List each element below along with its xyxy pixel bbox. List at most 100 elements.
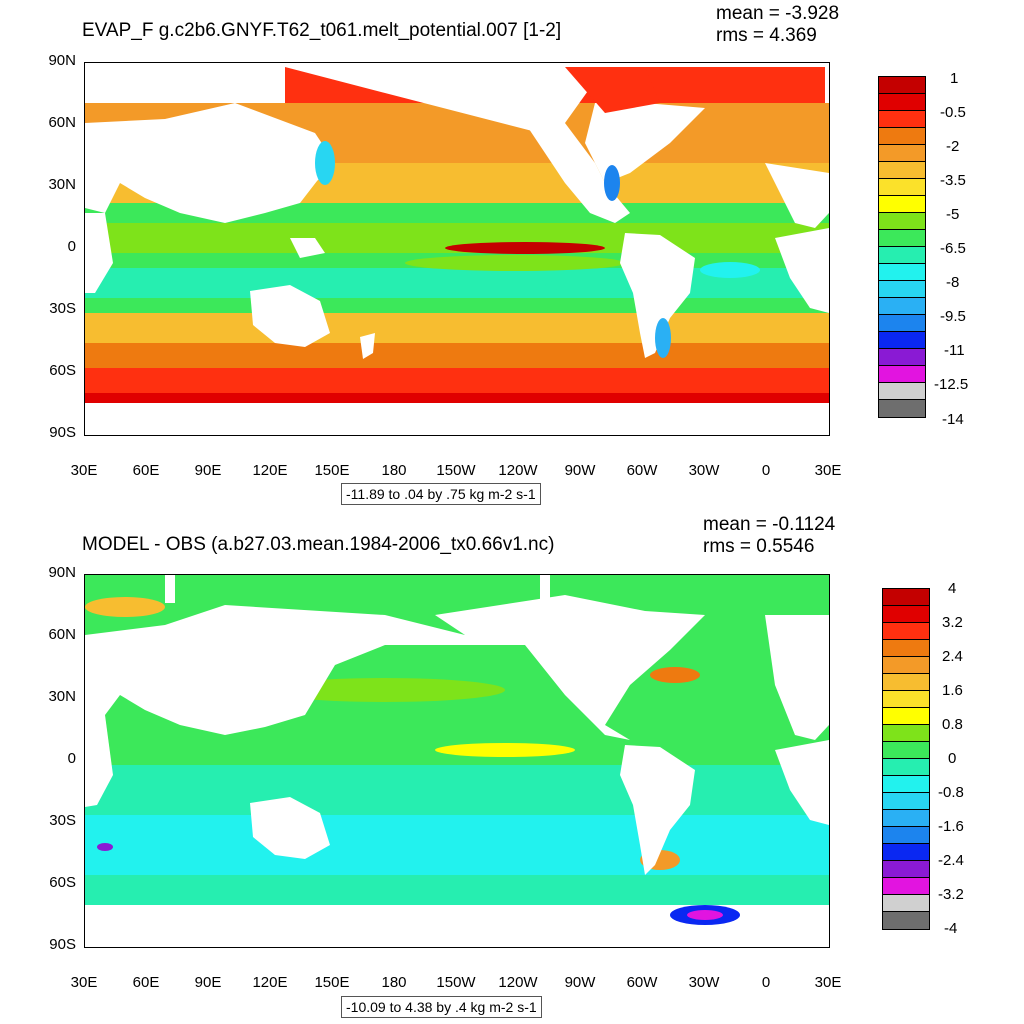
bottom-colorbar-swatch [883, 691, 929, 708]
top-colorbar-swatch [879, 162, 925, 179]
top-map-title: EVAP_F g.c2b6.GNYF.T62_t061.melt_potenti… [82, 20, 562, 41]
lat-label-0: 0 [67, 238, 76, 255]
top-colorbar-swatch [879, 94, 925, 111]
top-colorbar-swatch [879, 315, 925, 332]
top-colorbar-swatch [879, 281, 925, 298]
lon-label-30e-end: 30E [814, 974, 842, 991]
top-colorbar-swatch [879, 196, 925, 213]
lon-label-120w: 120W [498, 974, 538, 991]
top-colorbar-swatch [879, 230, 925, 247]
bottom-colorbar-label: -1.6 [938, 818, 964, 835]
top-colorbar-swatch [879, 111, 925, 128]
bottom-colorbar-swatch [883, 589, 929, 606]
top-colorbar-label: -14 [942, 411, 964, 428]
bottom-mean-value: mean = -0.1124 [703, 514, 836, 535]
top-colorbar-label: -0.5 [940, 104, 966, 121]
bottom-colorbar-swatch [883, 674, 929, 691]
lon-label-180: 180 [381, 974, 407, 991]
bottom-colorbar-label: 0 [948, 750, 957, 767]
lon-label-30e-end: 30E [814, 462, 842, 479]
top-colorbar-label: -2 [946, 138, 960, 155]
top-colorbar-swatch [879, 128, 925, 145]
lon-label-60e: 60E [132, 462, 160, 479]
lon-label-90e: 90E [194, 462, 222, 479]
bottom-colorbar-swatch [883, 810, 929, 827]
lon-label-90w: 90W [564, 974, 596, 991]
top-colorbar-swatch [879, 264, 925, 281]
top-colorbar-swatch [879, 145, 925, 162]
bottom-colorbar-label: -0.8 [938, 784, 964, 801]
top-colorbar-swatch [879, 213, 925, 230]
lon-label-60e: 60E [132, 974, 160, 991]
lat-label-90n: 90N [48, 564, 76, 581]
lat-label-60s: 60S [49, 362, 76, 379]
lon-label-120e: 120E [252, 462, 288, 479]
top-colorbar-label: -12.5 [934, 376, 969, 393]
bottom-colorbar [882, 588, 930, 930]
lat-label-60s: 60S [49, 874, 76, 891]
lon-label-30w: 30W [688, 974, 720, 991]
top-map-panel: EVAP_F g.c2b6.GNYF.T62_t061.melt_potenti… [48, 3, 969, 505]
top-colorbar-label: -11 [944, 342, 965, 359]
bottom-colorbar-label: -2.4 [938, 852, 964, 869]
lon-label-30e: 30E [70, 462, 98, 479]
bottom-colorbar-swatch [883, 742, 929, 759]
bottom-colorbar-label: -3.2 [938, 886, 964, 903]
bottom-contour-range: -10.09 to 4.38 by .4 kg m-2 s-1 [341, 996, 542, 1018]
bottom-colorbar-label: -4 [944, 920, 958, 937]
bottom-map-panel: MODEL - OBS (a.b27.03.mean.1984-2006_tx0… [0, 512, 1024, 1024]
lon-label-90e: 90E [194, 974, 222, 991]
bottom-colorbar-swatch [883, 623, 929, 640]
bottom-map-plot [84, 574, 830, 948]
top-colorbar-label: 1 [950, 70, 959, 87]
bottom-colorbar-label: 0.8 [942, 716, 963, 733]
bottom-colorbar-swatch [883, 878, 929, 895]
bottom-colorbar-swatch [883, 640, 929, 657]
bottom-map-title: MODEL - OBS (a.b27.03.mean.1984-2006_tx0… [82, 534, 555, 555]
lon-label-30e: 30E [70, 974, 98, 991]
lat-label-90n: 90N [48, 52, 76, 69]
lat-label-30n: 30N [48, 688, 76, 705]
top-colorbar-label: -6.5 [940, 240, 966, 257]
bottom-field-graphic [85, 575, 829, 947]
lat-label-0: 0 [67, 750, 76, 767]
bottom-colorbar-swatch [883, 759, 929, 776]
bottom-colorbar-label: 2.4 [942, 648, 963, 665]
lon-label-120w: 120W [498, 462, 538, 479]
lon-label-150w: 150W [436, 462, 476, 479]
top-colorbar-swatch [879, 383, 925, 400]
top-colorbar-label: -3.5 [940, 172, 966, 189]
bottom-colorbar-swatch [883, 708, 929, 725]
top-colorbar-swatch [879, 77, 925, 94]
bottom-rms-value: rms = 0.5546 [703, 536, 815, 557]
top-colorbar-swatch [879, 179, 925, 196]
top-colorbar-label: -9.5 [940, 308, 966, 325]
lon-label-180: 180 [381, 462, 407, 479]
bottom-colorbar-swatch [883, 895, 929, 912]
lon-label-150e: 150E [314, 974, 350, 991]
top-contour-range: -11.89 to .04 by .75 kg m-2 s-1 [341, 483, 541, 505]
top-colorbar-swatch [879, 400, 925, 417]
lon-label-120e: 120E [252, 974, 288, 991]
top-rms-value: rms = 4.369 [716, 25, 817, 46]
lon-label-150e: 150E [314, 462, 350, 479]
bottom-colorbar-swatch [883, 725, 929, 742]
lat-label-30s: 30S [49, 300, 76, 317]
top-colorbar-label: -8 [946, 274, 960, 291]
bottom-colorbar-swatch [883, 912, 929, 929]
top-colorbar-swatch [879, 298, 925, 315]
top-colorbar-swatch [879, 366, 925, 383]
lat-label-30s: 30S [49, 812, 76, 829]
lon-label-30w: 30W [688, 462, 720, 479]
bottom-colorbar-swatch [883, 861, 929, 878]
lon-label-0: 0 [761, 462, 771, 479]
bottom-colorbar-swatch [883, 776, 929, 793]
lon-label-90w: 90W [564, 462, 596, 479]
top-colorbar [878, 76, 926, 418]
top-map-plot [84, 62, 830, 436]
lat-label-90s: 90S [49, 936, 76, 953]
bottom-colorbar-label: 4 [948, 580, 957, 597]
top-colorbar-swatch [879, 332, 925, 349]
top-colorbar-swatch [879, 247, 925, 264]
lon-label-60w: 60W [626, 974, 658, 991]
